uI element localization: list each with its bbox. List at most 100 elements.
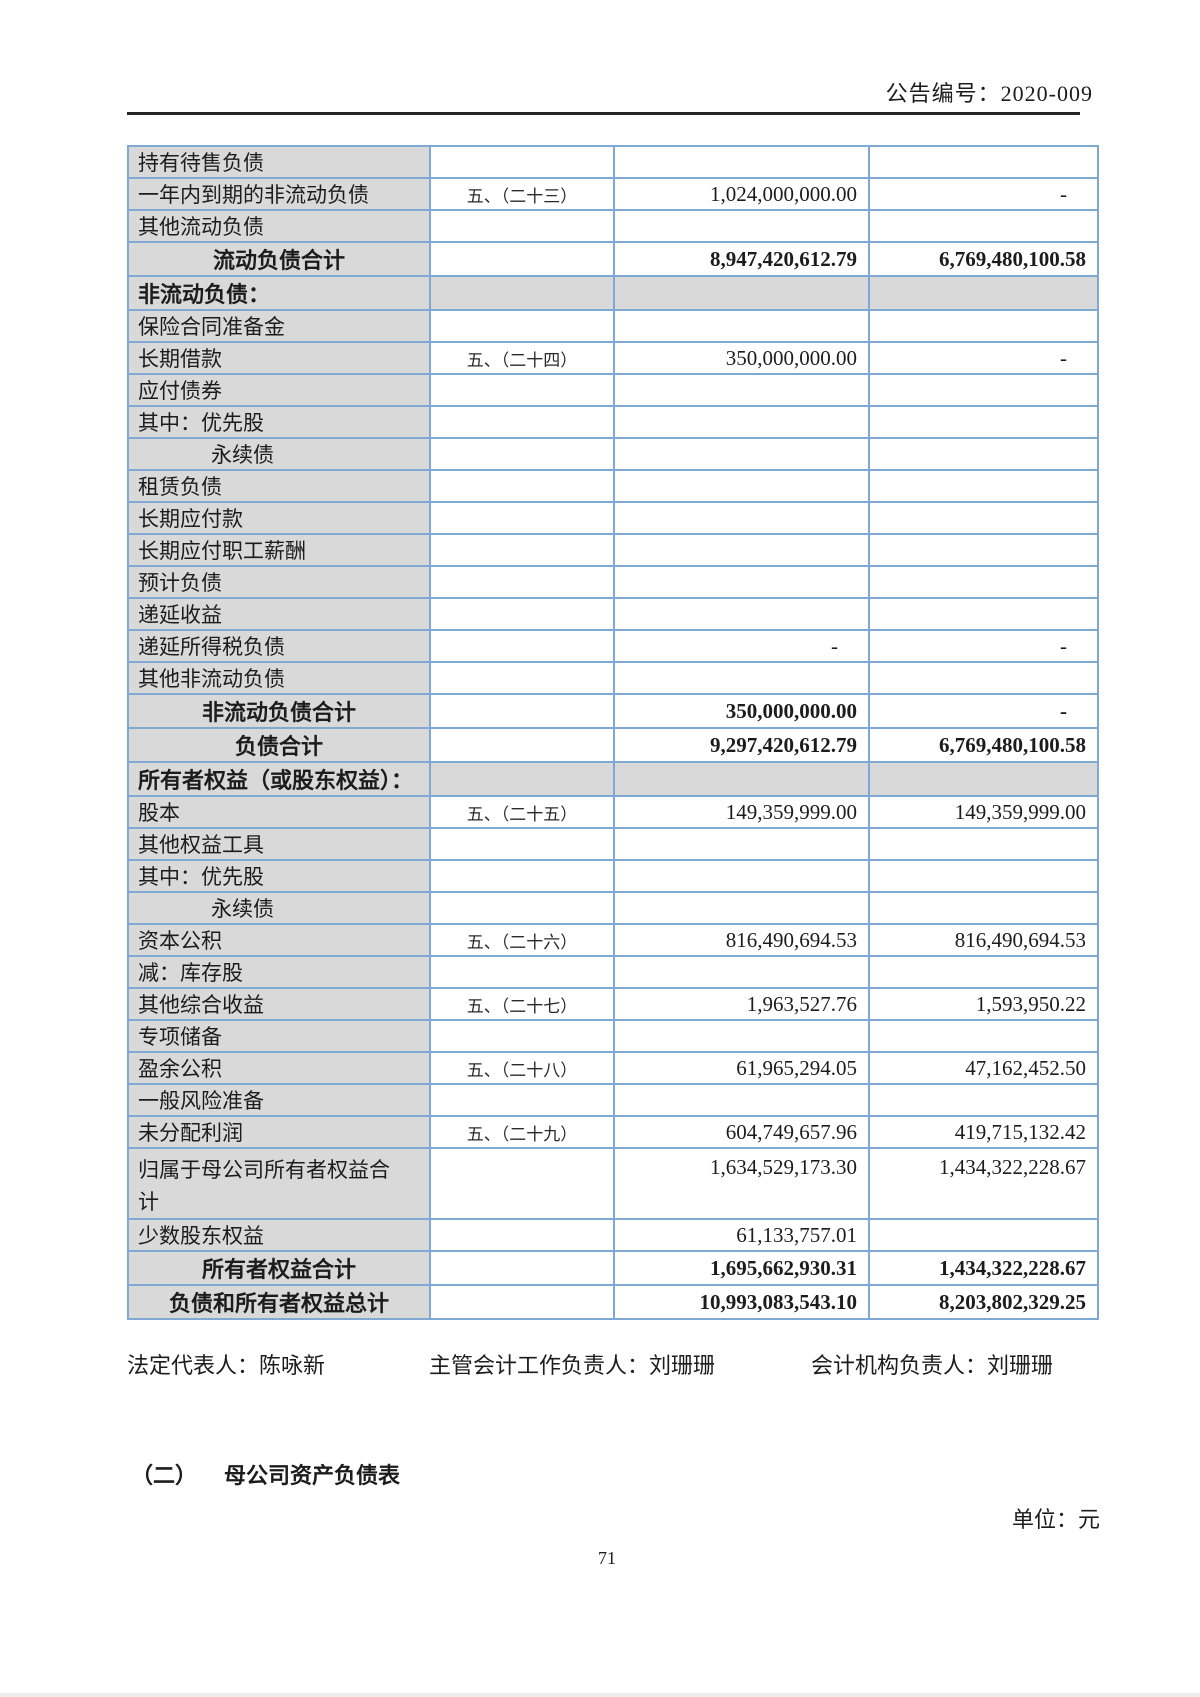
row-label: 永续债 — [127, 437, 431, 471]
row-previous-value: - — [868, 629, 1099, 663]
row-label-text: 所有者权益合计 — [201, 1257, 356, 1282]
row-label-text: 递延所得税负债 — [138, 635, 285, 659]
row-label: 少数股东权益 — [127, 1218, 431, 1252]
header-rule — [127, 112, 1080, 115]
row-label: 应付债券 — [127, 373, 431, 407]
row-previous-value — [868, 405, 1099, 439]
row-label: 保险合同准备金 — [127, 309, 431, 343]
row-previous-value — [868, 145, 1099, 179]
next-section-heading: （二） 母公司资产负债表 — [131, 1458, 400, 1490]
table-row: 非流动负债合计 350,000,000.00 - — [127, 693, 1099, 729]
row-previous-value-text: 47,162,452.50 — [965, 1055, 1086, 1080]
row-note — [429, 145, 615, 179]
row-current-value-text: 1,963,527.76 — [746, 991, 857, 1016]
row-previous-value — [868, 533, 1099, 567]
row-label-text: 股本 — [138, 801, 180, 825]
row-label-text: 专项储备 — [138, 1025, 222, 1049]
table-row: 少数股东权益 61,133,757.01 — [127, 1218, 1099, 1252]
row-note — [429, 209, 615, 243]
row-label: 非流动负债合计 — [127, 693, 431, 729]
row-current-value — [613, 501, 870, 535]
row-note — [429, 1250, 615, 1286]
row-note — [429, 1083, 615, 1117]
table-row: 股本 五、（二十五） 149,359,999.00 149,359,999.00 — [127, 795, 1099, 829]
table-row: 持有待售负债 — [127, 145, 1099, 179]
row-note: 五、（二十八） — [429, 1051, 615, 1085]
row-current-value: 1,963,527.76 — [613, 987, 870, 1021]
row-previous-value-text: 149,359,999.00 — [954, 799, 1086, 824]
row-previous-value-text: 1,434,322,228.67 — [939, 1155, 1086, 1179]
row-label-text: 资本公积 — [138, 929, 222, 953]
table-row: 其他流动负债 — [127, 209, 1099, 243]
row-current-value-text: - — [831, 633, 838, 658]
row-note — [429, 275, 615, 311]
row-label-text: 一般风险准备 — [138, 1089, 264, 1113]
row-previous-value: 1,434,322,228.67 — [868, 1147, 1099, 1220]
row-label: 其他权益工具 — [127, 827, 431, 861]
row-current-value: 816,490,694.53 — [613, 923, 870, 957]
row-note — [429, 1284, 615, 1320]
row-label-text: 其他综合收益 — [138, 993, 264, 1017]
row-previous-value — [868, 373, 1099, 407]
row-label-text: 预计负债 — [138, 571, 222, 595]
row-label-text: 减：库存股 — [138, 961, 243, 985]
row-current-value: 10,993,083,543.10 — [613, 1284, 870, 1320]
row-current-value — [613, 955, 870, 989]
row-previous-value — [868, 955, 1099, 989]
row-previous-value: 149,359,999.00 — [868, 795, 1099, 829]
row-label-text: 其中：优先股 — [138, 865, 264, 889]
row-label-text: 租赁负债 — [138, 475, 222, 499]
row-current-value: 350,000,000.00 — [613, 341, 870, 375]
balance-sheet-table: 持有待售负债 一年内到期的非流动负债 五、（二十三） 1,024,000,000.00… — [127, 145, 1099, 1320]
row-current-value — [613, 437, 870, 471]
table-row: 长期应付职工薪酬 — [127, 533, 1099, 567]
row-previous-value — [868, 501, 1099, 535]
row-note — [429, 533, 615, 567]
row-current-value-text: 350,000,000.00 — [725, 345, 857, 370]
table-row: 资本公积 五、（二十六） 816,490,694.53 816,490,694.53 — [127, 923, 1099, 957]
row-previous-value — [868, 309, 1099, 343]
row-label: 减：库存股 — [127, 955, 431, 989]
row-label: 递延所得税负债 — [127, 629, 431, 663]
table-row: 所有者权益合计 1,695,662,930.31 1,434,322,228.67 — [127, 1250, 1099, 1286]
row-previous-value: 6,769,480,100.58 — [868, 241, 1099, 277]
row-previous-value-text: - — [1060, 698, 1067, 723]
row-label: 持有待售负债 — [127, 145, 431, 179]
row-previous-value — [868, 859, 1099, 893]
row-previous-value — [868, 1218, 1099, 1252]
row-note — [429, 565, 615, 599]
balance-sheet-body: 持有待售负债 一年内到期的非流动负债 五、（二十三） 1,024,000,000.00… — [127, 145, 1099, 1320]
row-previous-value: 47,162,452.50 — [868, 1051, 1099, 1085]
row-note — [429, 827, 615, 861]
row-note-text: 五、（二十六） — [466, 932, 578, 952]
row-current-value: 149,359,999.00 — [613, 795, 870, 829]
row-label: 盈余公积 — [127, 1051, 431, 1085]
row-label: 未分配利润 — [127, 1115, 431, 1149]
row-label: 非流动负债： — [127, 275, 431, 311]
row-note — [429, 891, 615, 925]
table-row: 应付债券 — [127, 373, 1099, 407]
row-previous-value-text: - — [1060, 345, 1067, 370]
row-label: 负债合计 — [127, 727, 431, 763]
row-label-text: 其他非流动负债 — [138, 667, 285, 691]
row-label-text: 一年内到期的非流动负债 — [138, 183, 369, 207]
row-previous-value: 1,434,322,228.67 — [868, 1250, 1099, 1286]
row-current-value: 8,947,420,612.79 — [613, 241, 870, 277]
row-previous-value — [868, 891, 1099, 925]
row-label: 预计负债 — [127, 565, 431, 599]
row-current-value-text: 350,000,000.00 — [725, 698, 857, 723]
row-label: 负债和所有者权益总计 — [127, 1284, 431, 1320]
row-current-value — [613, 533, 870, 567]
row-current-value-text: 1,634,529,173.30 — [710, 1155, 857, 1179]
page-number: 71 — [598, 1548, 616, 1568]
row-previous-value — [868, 209, 1099, 243]
row-current-value-text: 61,965,294.05 — [736, 1055, 857, 1080]
table-row: 其中：优先股 — [127, 859, 1099, 893]
row-previous-value — [868, 1083, 1099, 1117]
row-label: 专项储备 — [127, 1019, 431, 1053]
announcement-number: 公告编号：2020-009 — [885, 81, 1093, 106]
row-current-value — [613, 597, 870, 631]
row-current-value-text: 8,947,420,612.79 — [710, 246, 857, 271]
table-row: 专项储备 — [127, 1019, 1099, 1053]
table-row: 长期借款 五、（二十四） 350,000,000.00 - — [127, 341, 1099, 375]
